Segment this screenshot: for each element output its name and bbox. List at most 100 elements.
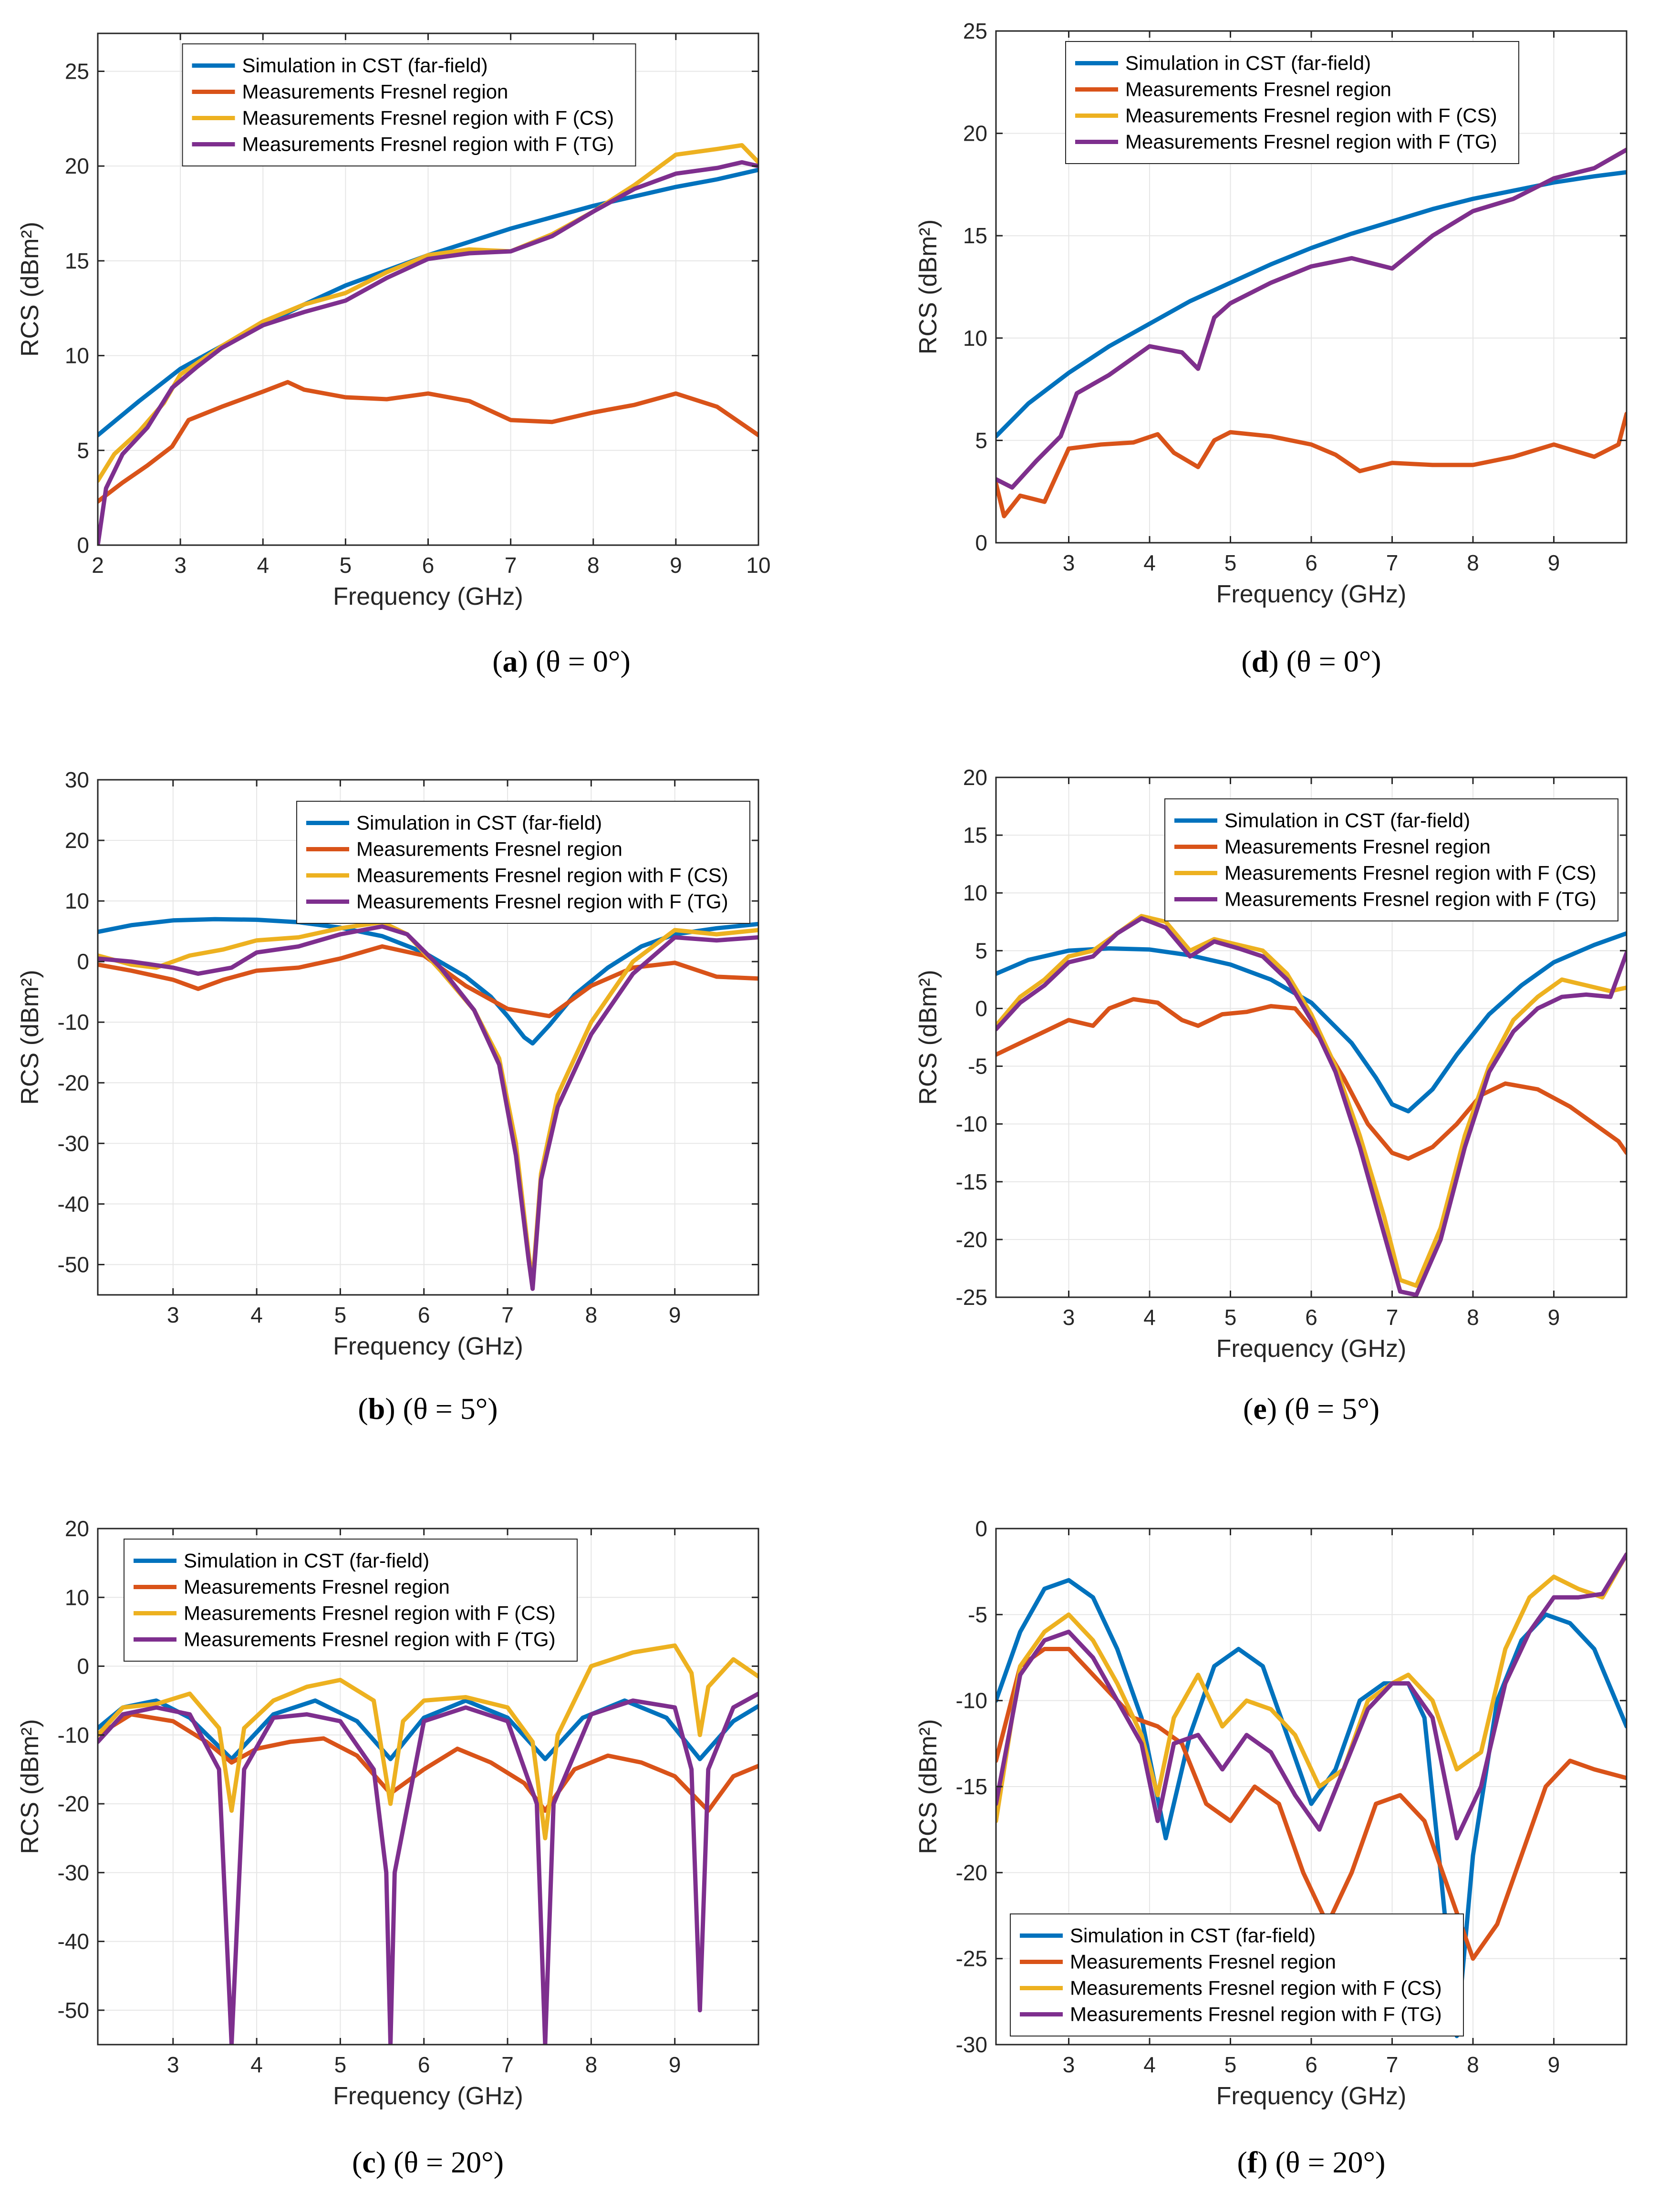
- y-tick-label: -20: [58, 1070, 89, 1095]
- series-line-tg: [996, 1552, 1627, 1840]
- series-group: [98, 143, 758, 545]
- y-tick-label: 0: [77, 949, 89, 974]
- y-tick-label: 20: [65, 154, 89, 178]
- x-tick-label: 3: [1063, 1305, 1075, 1330]
- series-group: [98, 917, 758, 1291]
- legend-entry: Measurements Fresnel region with F (TG): [242, 133, 614, 155]
- legend-entry: Measurements Fresnel region with F (CS): [356, 864, 728, 887]
- x-tick-label: 6: [422, 553, 435, 578]
- legend-entry: Measurements Fresnel region with F (CS): [1070, 1977, 1442, 1999]
- legend-entry: Simulation in CST (far-field): [1224, 809, 1470, 832]
- series-line-fresnel: [98, 380, 758, 504]
- legend-entry: Simulation in CST (far-field): [242, 54, 488, 77]
- y-tick-label: 10: [963, 880, 987, 905]
- legend-entry: Simulation in CST (far-field): [1070, 1924, 1316, 1947]
- x-tick-label: 7: [505, 553, 517, 578]
- x-tick-label: 4: [1143, 2052, 1156, 2077]
- y-tick-label: -10: [956, 1112, 987, 1137]
- legend: Simulation in CST (far-field) Measurement…: [124, 1539, 578, 1662]
- caption-letter: b: [368, 1392, 385, 1426]
- chart-c: 3 4 5 6 7 8 9 -50 -40 -30 -20 -10 0 10 20 Frequency (GH…: [16, 1516, 759, 2179]
- legend-entry: Measurements Fresnel region: [184, 1576, 450, 1598]
- x-axis-label: Frequency (GHz): [333, 2082, 523, 2110]
- y-tick-label: -40: [58, 1191, 89, 1216]
- x-tick-label: 5: [340, 553, 352, 578]
- panel-caption: (e) (θ = 5°): [1243, 1392, 1379, 1426]
- legend-entry: Measurements Fresnel region: [1070, 1951, 1336, 1973]
- series-line-simulation: [996, 170, 1627, 439]
- y-axis-label: RCS (dBm²): [914, 219, 942, 354]
- y-tick-label: 15: [65, 248, 89, 273]
- series-line-fresnel: [996, 412, 1627, 518]
- y-tick-label: -20: [956, 1227, 987, 1252]
- y-tick-label: 5: [975, 428, 987, 453]
- y-tick-label: -20: [956, 1860, 987, 1885]
- y-tick-label: -5: [968, 1054, 987, 1079]
- x-tick-label: 5: [1224, 2052, 1237, 2077]
- x-tick-label: 9: [1548, 2052, 1560, 2077]
- legend-box: [1010, 1913, 1464, 2037]
- panel-caption: (d) (θ = 0°): [1241, 644, 1381, 678]
- y-tick-label: 20: [963, 121, 987, 146]
- y-tick-label: -5: [968, 1602, 987, 1627]
- legend-entry: Measurements Fresnel region with F (CS): [1224, 862, 1597, 884]
- x-axis-label: Frequency (GHz): [1216, 1335, 1407, 1363]
- x-tick-label: 2: [92, 553, 104, 578]
- series-line-tg: [98, 924, 758, 1291]
- caption-letter: f: [1247, 2145, 1258, 2179]
- legend-box: [296, 801, 750, 924]
- y-axis-label: RCS (dBm²): [914, 1719, 942, 1854]
- y-tick-label: -10: [58, 1723, 89, 1747]
- legend: Simulation in CST (far-field) Measurement…: [296, 801, 750, 924]
- x-tick-label: 3: [174, 553, 187, 578]
- x-tick-label: 4: [250, 2052, 263, 2077]
- series-group: [98, 1643, 758, 2045]
- x-tick-label: 7: [1386, 2052, 1399, 2077]
- legend-entry: Measurements Fresnel region with F (TG): [1125, 131, 1497, 153]
- caption-text: (θ = 0°): [1286, 644, 1381, 678]
- x-axis-label: Frequency (GHz): [1216, 2082, 1407, 2110]
- y-tick-label: 25: [65, 59, 89, 83]
- x-tick-label: 7: [501, 1303, 514, 1327]
- x-tick-label: 5: [334, 1303, 347, 1327]
- legend-entry: Measurements Fresnel region with F (CS): [184, 1602, 556, 1624]
- y-tick-label: 10: [65, 889, 89, 913]
- x-tick-label: 8: [585, 2052, 598, 2077]
- y-tick-label: -20: [58, 1791, 89, 1816]
- chart-e: 3 4 5 6 7 8 9 -25 -20 -15 -10 -5 0 5 10 15 20 Frequency (…: [914, 765, 1628, 1426]
- caption-text: (θ = 5°): [1285, 1392, 1379, 1426]
- y-tick-label: 20: [963, 765, 987, 790]
- x-tick-label: 8: [1467, 1305, 1479, 1330]
- x-tick-label: 5: [1224, 550, 1237, 575]
- x-tick-label: 6: [418, 1303, 430, 1327]
- caption-letter: e: [1253, 1392, 1266, 1426]
- series-line-fresnel: [996, 997, 1627, 1161]
- y-tick-label: 30: [65, 767, 89, 792]
- x-tick-label: 8: [587, 553, 600, 578]
- y-tick-label: 5: [77, 438, 89, 463]
- x-tick-label: 9: [669, 1303, 681, 1327]
- x-axis-label: Frequency (GHz): [1216, 580, 1407, 608]
- series-line-simulation: [98, 917, 758, 1046]
- legend: Simulation in CST (far-field) Measurement…: [1164, 798, 1618, 921]
- legend-entry: Measurements Fresnel region: [1224, 836, 1491, 858]
- x-tick-label: 6: [418, 2052, 430, 2077]
- y-tick-label: 10: [65, 1585, 89, 1610]
- x-tick-label: 3: [167, 2052, 179, 2077]
- x-tick-label: 3: [1063, 2052, 1075, 2077]
- legend-entry: Measurements Fresnel region with F (CS): [1125, 104, 1497, 127]
- panel-caption: (a) (θ = 0°): [492, 644, 631, 678]
- panel-caption: (b) (θ = 5°): [358, 1392, 498, 1426]
- series-line-simulation: [996, 931, 1627, 1114]
- y-tick-label: -30: [58, 1131, 89, 1156]
- legend-entry: Measurements Fresnel region: [242, 81, 508, 103]
- series-group: [996, 914, 1627, 1297]
- series-line-tg: [996, 916, 1627, 1297]
- x-tick-label: 3: [1063, 550, 1075, 575]
- y-tick-label: -50: [58, 1252, 89, 1277]
- legend-entry: Measurements Fresnel region with F (TG): [184, 1628, 556, 1651]
- axes-box: [97, 779, 759, 1296]
- x-tick-label: 9: [670, 553, 682, 578]
- x-tick-label: 7: [1386, 550, 1399, 575]
